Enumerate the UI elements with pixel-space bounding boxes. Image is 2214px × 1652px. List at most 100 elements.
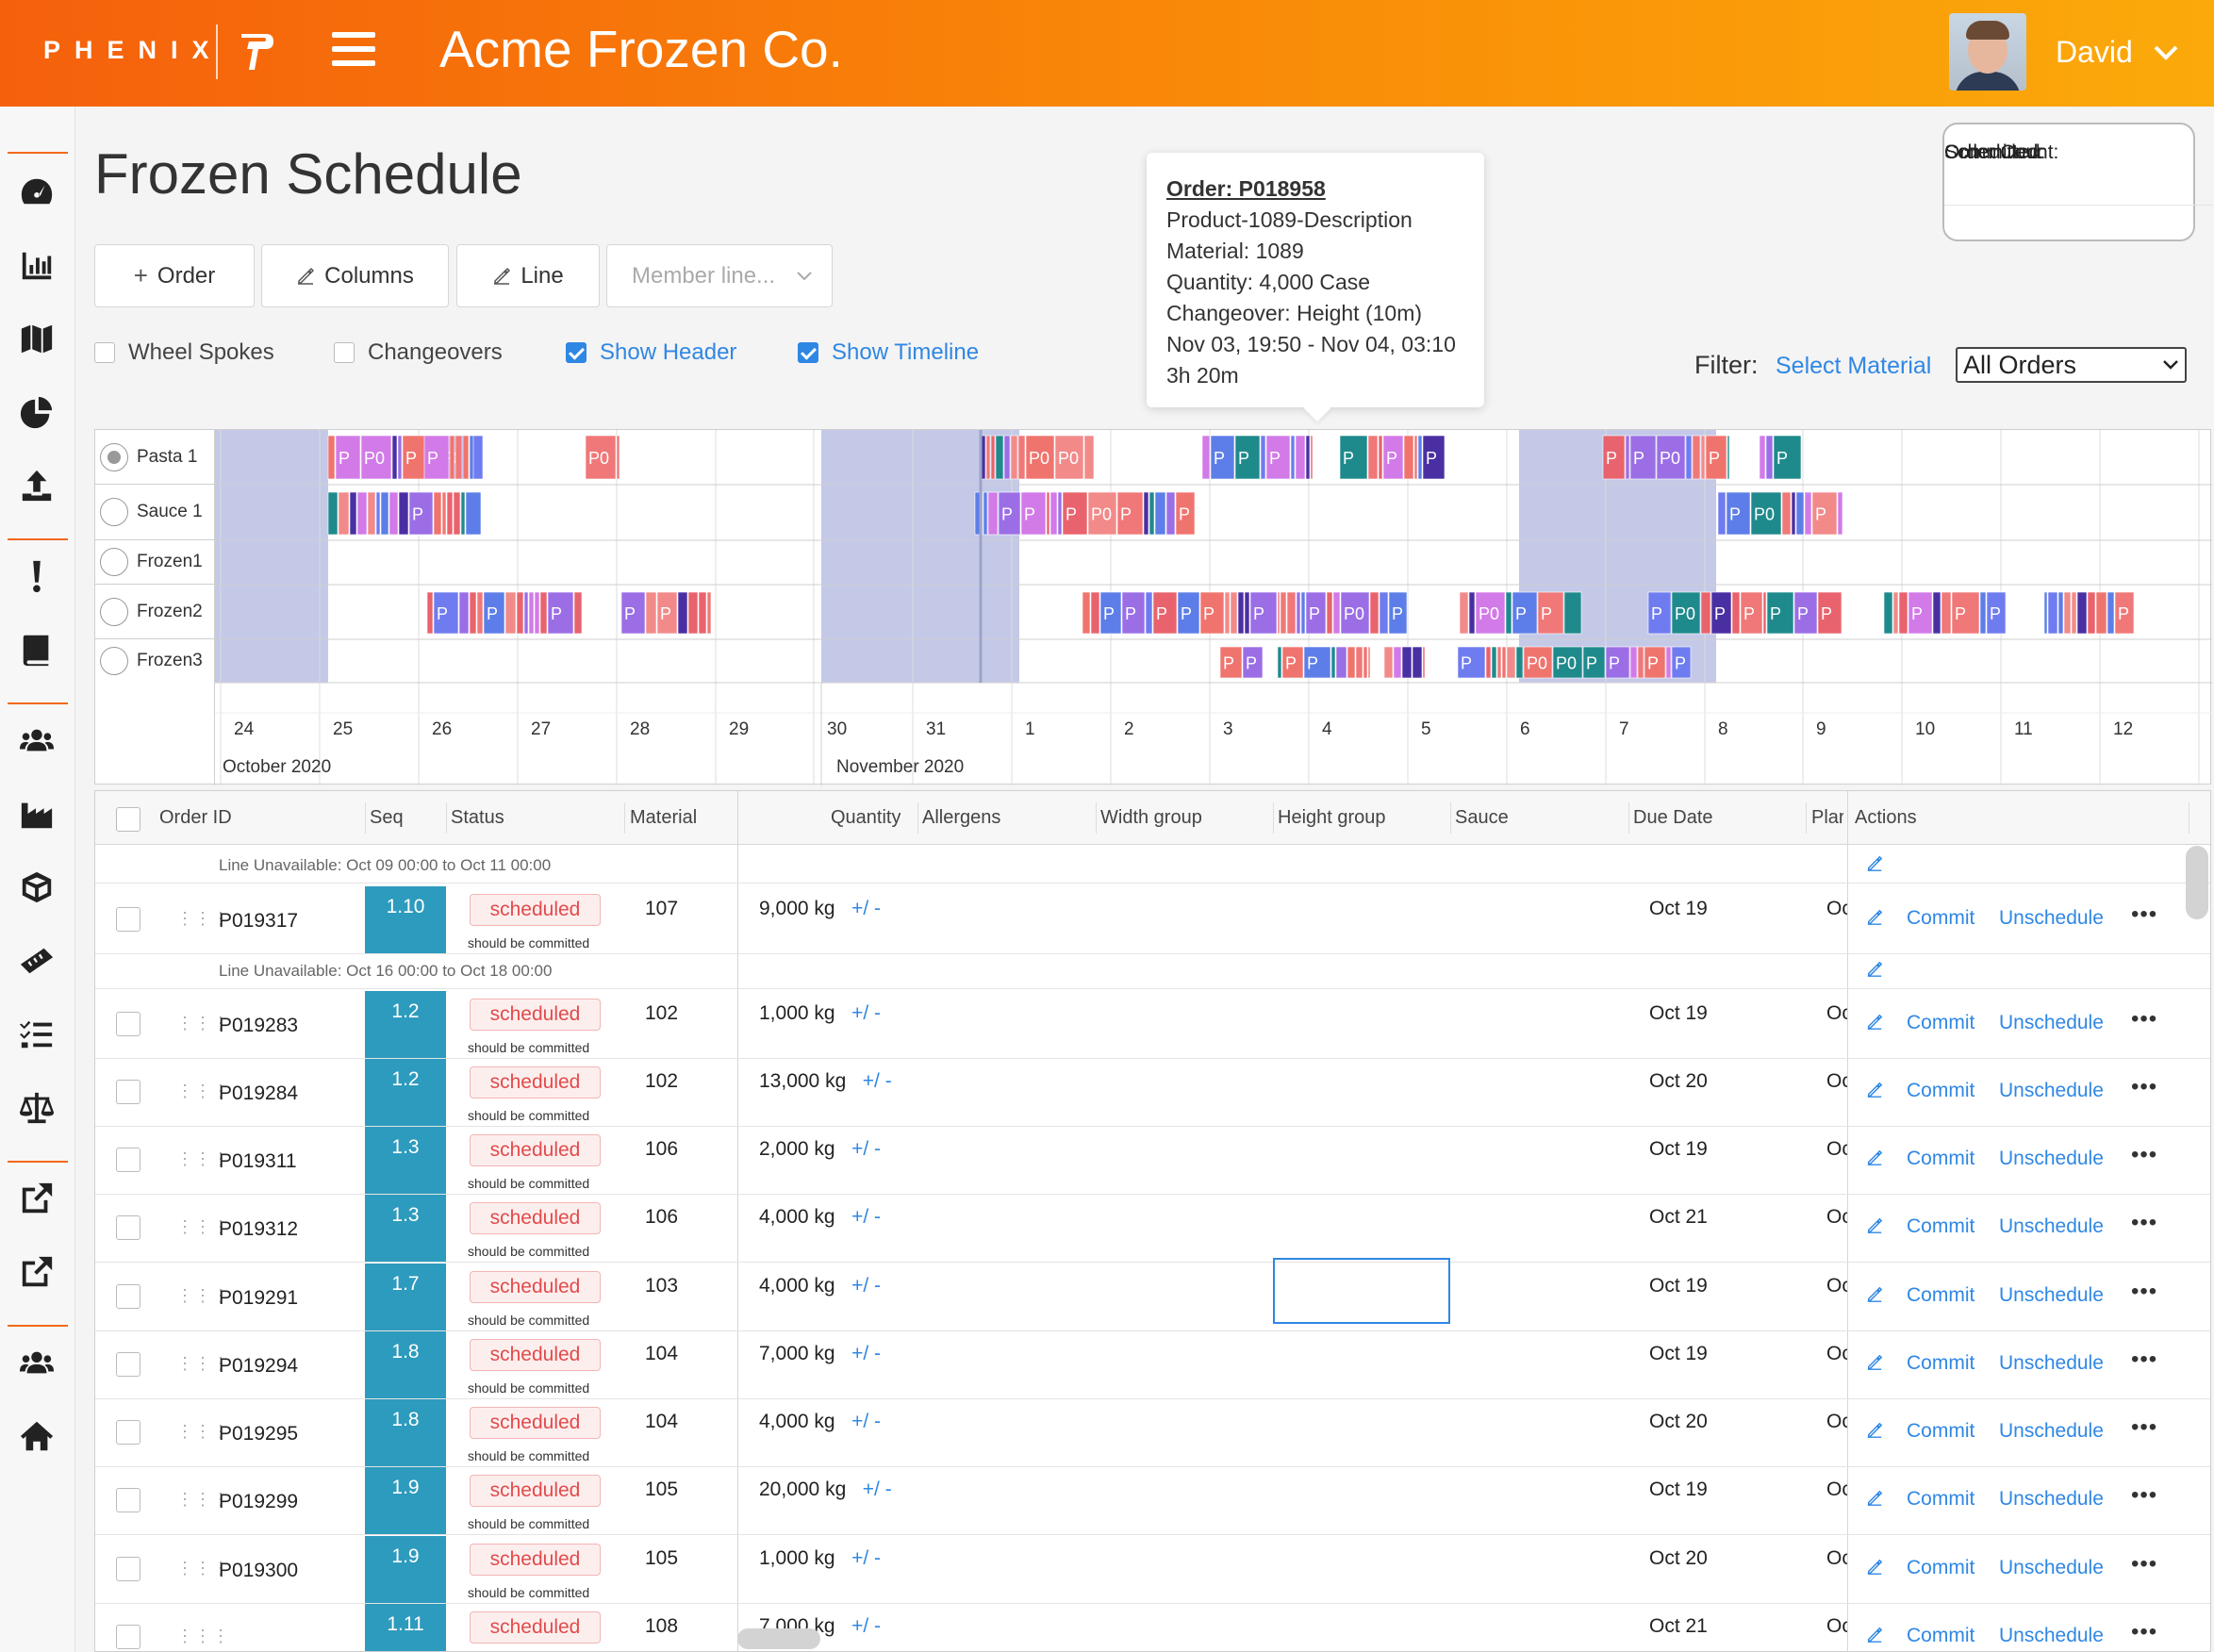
order-block[interactable] xyxy=(2043,591,2048,635)
row-checkbox[interactable] xyxy=(116,1012,140,1036)
order-block[interactable] xyxy=(1017,435,1026,480)
order-block[interactable] xyxy=(462,435,470,480)
edit-icon[interactable] xyxy=(1866,961,1883,983)
order-block[interactable] xyxy=(1116,491,1144,536)
order-block[interactable] xyxy=(1908,591,1933,635)
order-block[interactable] xyxy=(327,491,339,536)
table-row[interactable]: ⋮⋮⋮ P019299 1.9 scheduled should be committe… xyxy=(95,1467,2210,1535)
order-block[interactable] xyxy=(1367,435,1379,480)
order-block[interactable] xyxy=(1811,491,1838,536)
drag-handle-icon[interactable]: ⋮⋮⋮ xyxy=(176,1559,230,1578)
line-radio[interactable] xyxy=(100,647,128,675)
avatar[interactable] xyxy=(1949,13,2026,91)
order-block[interactable] xyxy=(1383,646,1394,679)
unschedule-button[interactable]: Unschedule xyxy=(1999,1625,2104,1646)
more-icon[interactable]: ••• xyxy=(2131,1346,2158,1372)
order-block[interactable] xyxy=(1152,591,1178,635)
order-block[interactable] xyxy=(1512,591,1538,635)
order-block[interactable] xyxy=(1290,435,1296,480)
order-id[interactable]: P019311 xyxy=(219,1150,297,1172)
order-block[interactable] xyxy=(398,491,409,536)
user-name[interactable]: David xyxy=(2056,35,2133,69)
order-block[interactable] xyxy=(1537,591,1564,635)
order-block[interactable] xyxy=(987,491,999,536)
order-block[interactable] xyxy=(1505,591,1512,635)
order-block[interactable] xyxy=(1883,591,1893,635)
col-sauce[interactable]: Sauce xyxy=(1455,807,1509,828)
order-block[interactable] xyxy=(2076,591,2088,635)
order-block[interactable] xyxy=(620,591,646,635)
home-icon[interactable] xyxy=(16,1417,58,1455)
row-checkbox[interactable] xyxy=(116,1557,140,1581)
order-block[interactable] xyxy=(534,591,540,635)
edit-icon[interactable] xyxy=(1866,909,1885,928)
quantity-adjust[interactable]: +/ - xyxy=(851,1343,882,1364)
order-block[interactable] xyxy=(1244,591,1250,635)
order-block[interactable] xyxy=(1692,435,1701,480)
order-block[interactable] xyxy=(1330,646,1336,679)
order-block[interactable] xyxy=(1625,435,1630,480)
order-block[interactable] xyxy=(1234,435,1261,480)
order-block[interactable] xyxy=(1898,591,1908,635)
order-block[interactable] xyxy=(1731,591,1741,635)
order-id[interactable]: P019283 xyxy=(219,1015,299,1036)
ruler-icon[interactable] xyxy=(16,942,58,980)
order-block[interactable] xyxy=(1468,591,1476,635)
order-block[interactable] xyxy=(1515,646,1524,679)
order-block[interactable] xyxy=(1099,591,1122,635)
col-status[interactable]: Status xyxy=(451,807,504,828)
commit-button[interactable]: Commit xyxy=(1907,1625,1975,1646)
order-id[interactable]: P019300 xyxy=(219,1560,299,1581)
select-all-checkbox[interactable] xyxy=(116,807,140,832)
table-row[interactable]: ⋮⋮⋮ P019295 1.8 scheduled should be committe… xyxy=(95,1399,2210,1467)
row-checkbox[interactable] xyxy=(116,1148,140,1172)
order-block[interactable] xyxy=(2063,591,2072,635)
order-block[interactable] xyxy=(1277,591,1280,635)
order-block[interactable] xyxy=(1237,591,1245,635)
order-block[interactable] xyxy=(1403,435,1414,480)
order-block[interactable] xyxy=(441,491,447,536)
unschedule-button[interactable]: Unschedule xyxy=(1999,1488,2104,1510)
line-radio[interactable] xyxy=(100,597,128,626)
drag-handle-icon[interactable]: ⋮⋮⋮ xyxy=(176,909,230,928)
order-block[interactable] xyxy=(465,491,482,536)
col-height-group[interactable]: Height group xyxy=(1278,807,1386,828)
order-block[interactable] xyxy=(469,435,474,480)
order-block[interactable] xyxy=(645,591,657,635)
dashboard-icon[interactable] xyxy=(16,173,58,210)
col-quantity[interactable]: Quantity xyxy=(831,807,901,828)
order-block[interactable] xyxy=(1219,646,1243,679)
row-checkbox[interactable] xyxy=(116,1284,140,1309)
commit-button[interactable]: Commit xyxy=(1907,1488,1975,1510)
commit-button[interactable]: Commit xyxy=(1907,1012,1975,1033)
wheel-spokes-toggle[interactable]: Wheel Spokes xyxy=(94,337,274,369)
order-block[interactable] xyxy=(426,591,434,635)
order-block[interactable] xyxy=(1260,435,1266,480)
order-block[interactable] xyxy=(1003,435,1011,480)
order-id[interactable]: P019284 xyxy=(219,1082,299,1104)
order-block[interactable] xyxy=(1795,491,1805,536)
order-block[interactable] xyxy=(1082,591,1091,635)
commit-button[interactable]: Commit xyxy=(1907,1148,1975,1169)
order-block[interactable] xyxy=(1145,591,1153,635)
order-block[interactable] xyxy=(1332,591,1341,635)
order-block[interactable] xyxy=(327,435,336,480)
more-icon[interactable]: ••• xyxy=(2131,1142,2158,1167)
order-block[interactable] xyxy=(397,435,403,480)
order-block[interactable] xyxy=(698,591,707,635)
order-block[interactable] xyxy=(528,591,535,635)
order-block[interactable] xyxy=(1705,435,1727,480)
order-block[interactable] xyxy=(1339,435,1368,480)
order-block[interactable] xyxy=(616,435,620,480)
order-block[interactable] xyxy=(1804,491,1812,536)
bar-chart-icon[interactable] xyxy=(16,246,58,284)
order-block[interactable] xyxy=(1629,646,1638,679)
quantity-adjust[interactable]: +/ - xyxy=(851,1002,882,1024)
quantity-adjust[interactable]: +/ - xyxy=(851,1411,882,1432)
order-block[interactable] xyxy=(1986,591,2007,635)
order-block[interactable] xyxy=(1766,591,1794,635)
commit-button[interactable]: Commit xyxy=(1907,1420,1975,1442)
upload-icon[interactable] xyxy=(16,467,58,504)
order-id[interactable]: P019294 xyxy=(219,1355,299,1377)
order-block[interactable] xyxy=(391,435,398,480)
